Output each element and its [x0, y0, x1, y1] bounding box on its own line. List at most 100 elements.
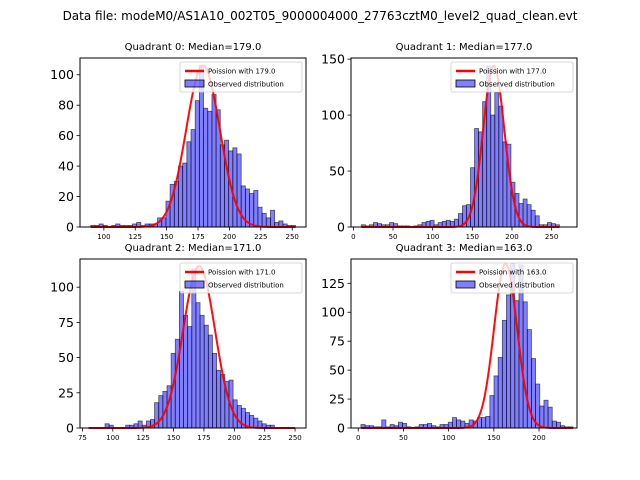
- histogram-bar: [522, 301, 528, 429]
- histogram-bar: [186, 141, 192, 228]
- histogram-bar: [526, 204, 532, 228]
- legend: Poission with 179.0 Observed distribution: [179, 61, 303, 93]
- y-tick-label: 75: [329, 334, 345, 349]
- histogram-bar: [182, 162, 188, 228]
- y-tick-label: 75: [58, 315, 74, 330]
- y-tick-label: 0: [337, 220, 345, 235]
- histogram-bar: [506, 294, 512, 429]
- x-tick-label: 125: [136, 434, 149, 442]
- histogram-bar: [253, 417, 259, 429]
- histogram-bar: [501, 319, 507, 429]
- histogram-bar: [543, 399, 549, 429]
- x-tick-label: 250: [545, 233, 558, 241]
- y-tick-label: 100: [321, 305, 345, 320]
- legend-patch-swatch: [455, 280, 476, 289]
- y-tick-label: 0: [66, 421, 74, 436]
- histogram-bar: [381, 419, 387, 429]
- figure-suptitle: Data file: modeM0/AS1A10_002T05_90000040…: [63, 9, 578, 23]
- legend-label: Observed distribution: [208, 282, 284, 290]
- legend-box: [450, 262, 574, 294]
- y-tick-label: 80: [58, 98, 74, 113]
- histogram-bar: [232, 147, 238, 228]
- histogram-bar: [216, 369, 222, 429]
- histogram-bar: [178, 290, 184, 429]
- histogram-bar: [456, 419, 462, 429]
- x-tick-label: 150: [160, 233, 173, 241]
- legend-label: Observed distribution: [479, 282, 555, 290]
- histogram-bar: [211, 94, 217, 228]
- y-tick-label: 150: [321, 52, 345, 67]
- histogram-bar: [253, 190, 259, 228]
- legend-label: Poission with 177.0: [479, 68, 547, 76]
- x-tick-label: 250: [288, 434, 301, 442]
- histogram-bar: [236, 153, 242, 228]
- histogram-bar: [265, 217, 271, 228]
- legend-label: Poission with 171.0: [208, 269, 276, 277]
- subplot-title: Quadrant 1: Median=177.0: [396, 42, 533, 53]
- histogram-bar: [485, 416, 491, 429]
- histogram-bar: [261, 212, 267, 228]
- subplot-quadrant-2: Quadrant 2: Median=171.0 0 25 50 75 100 75 100…: [50, 243, 307, 442]
- legend: Poission with 171.0 Observed distribution: [179, 262, 303, 294]
- legend-box: [450, 61, 574, 93]
- y-tick-label: 20: [58, 189, 74, 204]
- histogram-bar: [490, 114, 496, 228]
- histogram-bar: [187, 326, 193, 429]
- x-tick-label: 75: [78, 434, 87, 442]
- histogram-bar: [539, 405, 545, 429]
- histogram-bar: [530, 209, 536, 228]
- legend-label: Observed distribution: [208, 81, 284, 89]
- y-tick-label: 50: [58, 350, 74, 365]
- legend: Poission with 163.0 Observed distribution: [450, 262, 574, 294]
- histogram-bars: [360, 263, 574, 429]
- legend-label: Observed distribution: [479, 81, 555, 89]
- histogram-bar: [236, 405, 242, 429]
- x-tick-label: 50: [389, 233, 398, 241]
- axes-frame: [350, 258, 578, 429]
- histogram-bar: [224, 139, 230, 228]
- histogram-bar: [249, 193, 255, 228]
- histogram-bar: [194, 100, 200, 228]
- legend-box: [179, 262, 303, 294]
- subplot-title: Quadrant 2: Median=171.0: [125, 243, 262, 254]
- axes-frame: [350, 57, 578, 228]
- histogram-bar: [498, 105, 504, 228]
- histogram-bar: [535, 383, 541, 429]
- y-tick-label: 100: [50, 67, 74, 82]
- histogram-bar: [203, 324, 209, 429]
- x-tick-label: 100: [442, 434, 455, 442]
- histogram-bar: [452, 417, 457, 429]
- x-tick-label: 100: [426, 233, 439, 241]
- x-tick-label: 150: [466, 233, 479, 241]
- legend-label: Poission with 179.0: [208, 68, 276, 76]
- y-tick-label: 25: [329, 392, 345, 407]
- subplot-quadrant-3: Quadrant 3: Median=163.0 0 25 50 75 100 125 0 5…: [321, 243, 578, 442]
- histogram-bar: [195, 302, 201, 429]
- histogram-bar: [270, 209, 276, 228]
- legend: Poission with 177.0 Observed distribution: [450, 61, 574, 93]
- histogram-bar: [178, 165, 184, 228]
- axes-frame: [79, 258, 307, 429]
- y-tick-label: 125: [321, 276, 345, 291]
- x-tick-label: 175: [197, 434, 210, 442]
- subplot-title: Quadrant 3: Median=163.0: [396, 243, 533, 254]
- histogram-bar: [190, 129, 196, 228]
- y-tick-label: 50: [329, 363, 345, 378]
- histogram-bar: [497, 356, 503, 429]
- x-tick-label: 200: [532, 434, 545, 442]
- histogram-bar: [493, 375, 499, 429]
- x-tick-label: 225: [258, 434, 271, 442]
- x-tick-label: 0: [356, 434, 360, 442]
- y-tick-label: 100: [321, 108, 345, 123]
- subplot-title: Quadrant 0: Median=179.0: [125, 42, 262, 53]
- x-tick-label: 225: [254, 233, 267, 241]
- x-tick-label: 200: [228, 434, 241, 442]
- histogram-bar: [158, 395, 164, 429]
- axes-frame: [79, 57, 307, 228]
- x-tick-label: 200: [505, 233, 518, 241]
- y-tick-label: 50: [329, 164, 345, 179]
- histogram-bar: [429, 219, 435, 228]
- x-tick-label: 0: [351, 233, 355, 241]
- histogram-bar: [534, 215, 540, 228]
